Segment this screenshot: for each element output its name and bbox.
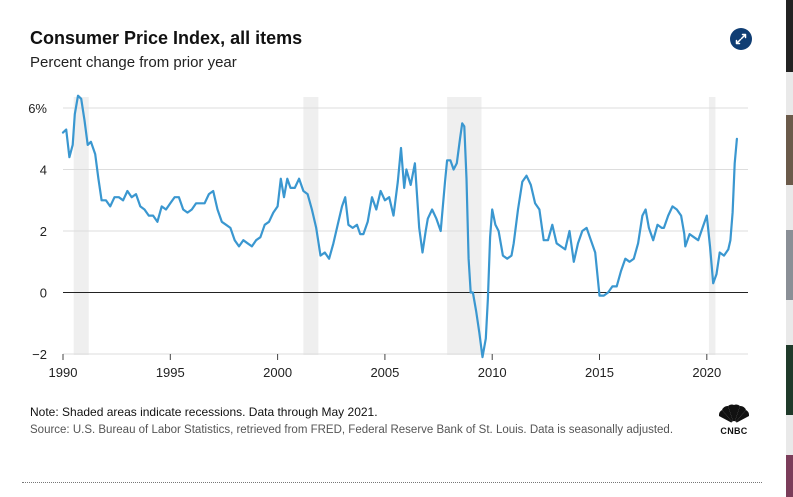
y-tick-label: 0 [40,286,47,301]
cnbc-peacock-icon [718,404,750,427]
y-tick-label: −2 [32,347,47,362]
expand-icon [735,33,747,45]
y-tick-label: 2 [40,224,47,239]
x-tick-label: 2020 [692,365,721,380]
side-thumbnail[interactable] [786,230,793,300]
x-tick-label: 2010 [478,365,507,380]
divider [22,482,762,483]
y-tick-label: 4 [40,163,47,178]
x-tick-label: 1995 [156,365,185,380]
x-tick-label: 1990 [49,365,78,380]
side-thumbnail[interactable] [786,115,793,185]
x-tick-label: 2005 [370,365,399,380]
recession-band [708,97,716,355]
chart-note: Note: Shaded areas indicate recessions. … [30,405,378,419]
cnbc-logo: CNBC [714,404,754,438]
y-tick-label: 6% [28,101,47,116]
chart-source: Source: U.S. Bureau of Labor Statistics,… [30,424,674,436]
recession-band [303,97,319,355]
side-thumbnail[interactable] [786,345,793,415]
side-strip [786,0,793,497]
x-tick-label: 2015 [585,365,614,380]
side-thumbnail[interactable] [786,455,793,497]
page-title: Consumer Price Index, all items [30,28,303,48]
page-subtitle: Percent change from prior year [30,54,237,71]
recession-band [73,97,89,355]
series-line [61,94,738,359]
x-tick-label: 2000 [263,365,292,380]
cnbc-logo-text: CNBC [720,426,748,436]
expand-button[interactable] [730,28,752,50]
side-thumbnail[interactable] [786,0,793,72]
